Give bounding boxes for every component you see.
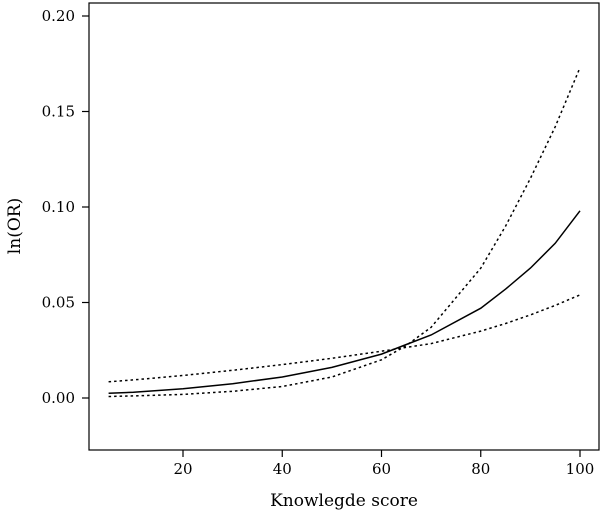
y-axis-title: ln(OR) [5,198,25,254]
plot-series [108,67,581,398]
y-tick-label: 0.05 [42,294,75,312]
x-axis-title: Knowlegde score [270,491,418,511]
y-tick-label: 0.00 [42,389,75,407]
y-tick-label: 0.10 [42,198,75,216]
x-axis: 20 40 60 80 100 [173,450,594,478]
y-tick-label: 0.15 [42,103,75,121]
plot-frame [88,2,600,451]
y-tick-label: 0.20 [42,7,75,25]
x-tick-label: 100 [566,460,595,478]
x-tick-label: 40 [273,460,292,478]
confidence-bound-line-1 [108,294,581,383]
estimate-line [108,210,581,394]
confidence-bound-line-2 [108,67,581,398]
x-tick-label: 20 [173,460,192,478]
x-tick-label: 60 [372,460,391,478]
x-tick-label: 80 [471,460,490,478]
y-axis: 0.00 0.05 0.10 0.15 0.20 [42,7,89,407]
